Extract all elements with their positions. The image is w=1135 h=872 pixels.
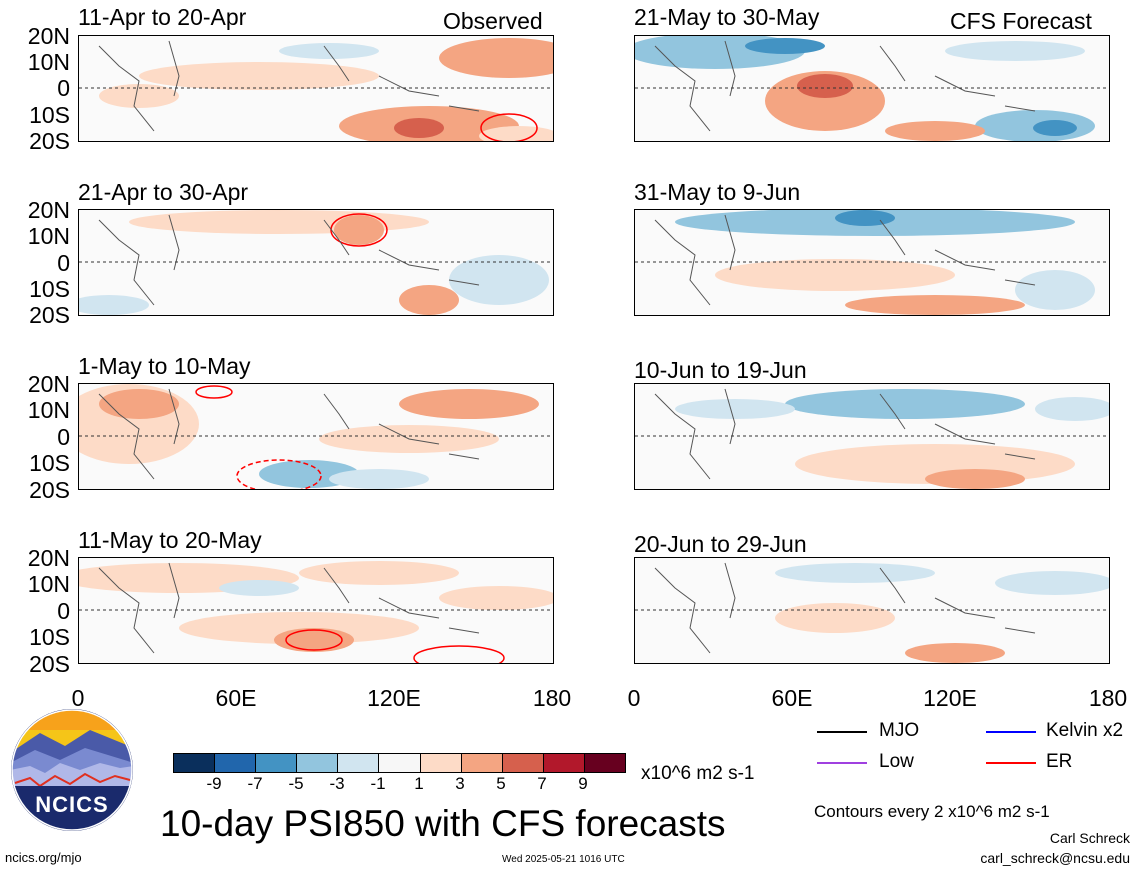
colorbar-swatch — [420, 754, 462, 772]
colorbar-units: x10^6 m2 s-1 — [641, 763, 755, 784]
colorbar-swatch — [297, 754, 339, 772]
forecast-label: CFS Forecast — [950, 8, 1092, 34]
contours-note: Contours every 2 x10^6 m2 s-1 — [814, 802, 1050, 821]
legend-line-mjo — [817, 731, 867, 733]
colorbar-swatch — [461, 754, 503, 772]
legend-label-low: Low — [879, 751, 914, 772]
colorbar-swatch — [543, 754, 585, 772]
colorbar — [173, 753, 626, 773]
legend-label-er: ER — [1046, 751, 1073, 772]
map-panel-fc-3 — [634, 383, 1110, 490]
legend-label-mjo: MJO — [879, 720, 920, 741]
colorbar-swatch — [174, 754, 216, 772]
map-panel-obs-3 — [78, 383, 554, 490]
colorbar-swatch — [338, 754, 380, 772]
map-panel-fc-1 — [634, 35, 1110, 142]
website-link[interactable]: ncics.org/mjo — [5, 850, 82, 865]
colorbar-swatch — [379, 754, 421, 772]
map-panel-fc-4 — [634, 557, 1110, 664]
panel-title-fc-3: 10-Jun to 19-Jun — [634, 357, 807, 383]
legend-line-er — [986, 762, 1036, 764]
map-panel-obs-4 — [78, 557, 554, 664]
colorbar-swatch — [584, 754, 626, 772]
main-title: 10-day PSI850 with CFS forecasts — [160, 803, 726, 844]
timestamp: Wed 2025-05-21 1016 UTC — [502, 854, 625, 865]
map-panel-obs-2 — [78, 209, 554, 316]
map-panel-obs-1 — [78, 35, 554, 142]
panel-title-obs-3: 1-May to 10-May — [78, 353, 251, 379]
panel-title-obs-1: 11-Apr to 20-Apr — [78, 4, 247, 30]
logo-text: NCICS — [35, 792, 109, 817]
legend-line-kelvin — [986, 731, 1036, 733]
ncics-logo: NCICS — [10, 708, 134, 832]
colorbar-swatch — [256, 754, 298, 772]
map-panel-fc-2 — [634, 209, 1110, 316]
author-name: Carl Schreck — [1049, 830, 1130, 846]
panel-title-fc-2: 31-May to 9-Jun — [634, 179, 801, 205]
legend-line-low — [817, 762, 867, 764]
panel-title-obs-2: 21-Apr to 30-Apr — [78, 179, 249, 205]
observed-label: Observed — [443, 8, 543, 34]
author-email[interactable]: carl_schreck@ncsu.edu — [980, 850, 1130, 866]
panel-title-fc-1: 21-May to 30-May — [634, 4, 820, 30]
colorbar-swatch — [215, 754, 257, 772]
colorbar-swatch — [502, 754, 544, 772]
panel-title-obs-4: 11-May to 20-May — [78, 527, 262, 553]
legend-label-kelvin: Kelvin x2 — [1046, 720, 1124, 741]
panel-title-fc-4: 20-Jun to 29-Jun — [634, 531, 807, 557]
